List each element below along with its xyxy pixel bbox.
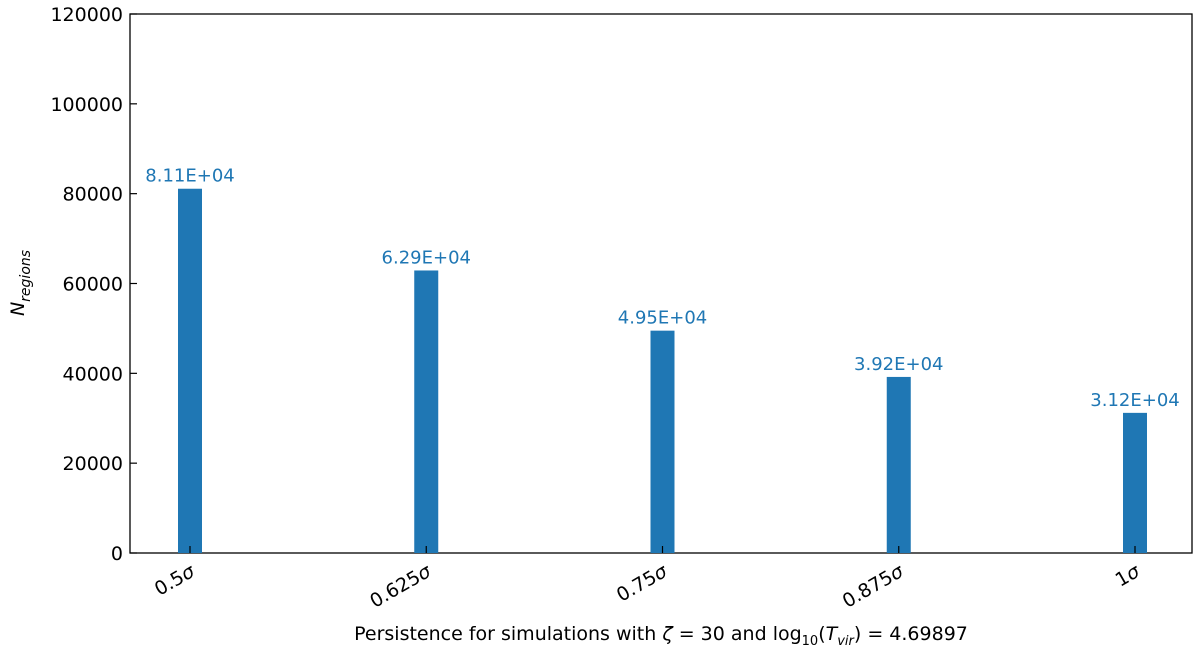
bar-0 <box>178 188 202 553</box>
x-axis-title-t-sub: vir <box>837 634 855 648</box>
y-axis-title: Nregions <box>7 250 34 316</box>
x-axis-title-t: T <box>826 623 839 645</box>
x-axis-title-zeta-rel: = 30 and log <box>673 623 802 645</box>
y-tick-label-1: 20000 <box>63 453 123 475</box>
data-label-3: 3.92E+04 <box>854 354 943 375</box>
x-axis-title-prefix: Persistence for simulations with <box>354 623 662 645</box>
bar-3 <box>886 376 911 553</box>
x-tick-label-3: 0.875σ <box>839 560 908 613</box>
x-axis-title: Persistence for simulations with ζ = 30 … <box>354 623 968 648</box>
bars-group <box>178 188 1147 553</box>
bar-4 <box>1123 412 1147 553</box>
x-tick-label-2: 0.75σ <box>613 560 672 607</box>
bar-2 <box>650 330 675 553</box>
x-tick-label-0: 0.5σ <box>151 560 199 601</box>
y-axis-title-sub: regions <box>18 250 34 302</box>
y-tick-label-3: 60000 <box>63 274 123 296</box>
data-label-4: 3.12E+04 <box>1090 390 1179 411</box>
data-label-1: 6.29E+04 <box>382 247 471 268</box>
x-axis-title-log-base: 10 <box>802 634 819 648</box>
y-tick-label-0: 0 <box>111 543 123 565</box>
x-axis-ticks: 0.5σ 0.625σ 0.75σ 0.875σ 1σ <box>151 546 1144 613</box>
x-tick-label-1: 0.625σ <box>366 560 435 613</box>
y-tick-label-4: 80000 <box>63 184 123 206</box>
x-axis-title-close-rel: ) = 4.69897 <box>854 623 968 645</box>
y-tick-label-6: 120000 <box>50 4 123 26</box>
y-tick-label-2: 40000 <box>63 363 123 385</box>
x-axis-title-open-paren: ( <box>818 623 825 645</box>
y-axis-title-symbol: N <box>7 302 29 316</box>
y-tick-label-5: 100000 <box>50 94 123 116</box>
data-label-2: 4.95E+04 <box>618 308 707 329</box>
data-label-0: 8.11E+04 <box>145 166 234 187</box>
y-axis-ticks: 0 20000 40000 60000 80000 100000 120000 <box>50 4 137 565</box>
x-tick-label-4: 1σ <box>1112 560 1145 592</box>
data-labels-group: 8.11E+04 6.29E+04 4.95E+04 3.92E+04 3.12E+04 <box>145 166 1179 411</box>
x-axis-title-zeta: ζ <box>661 623 674 645</box>
bar-1 <box>414 270 439 553</box>
